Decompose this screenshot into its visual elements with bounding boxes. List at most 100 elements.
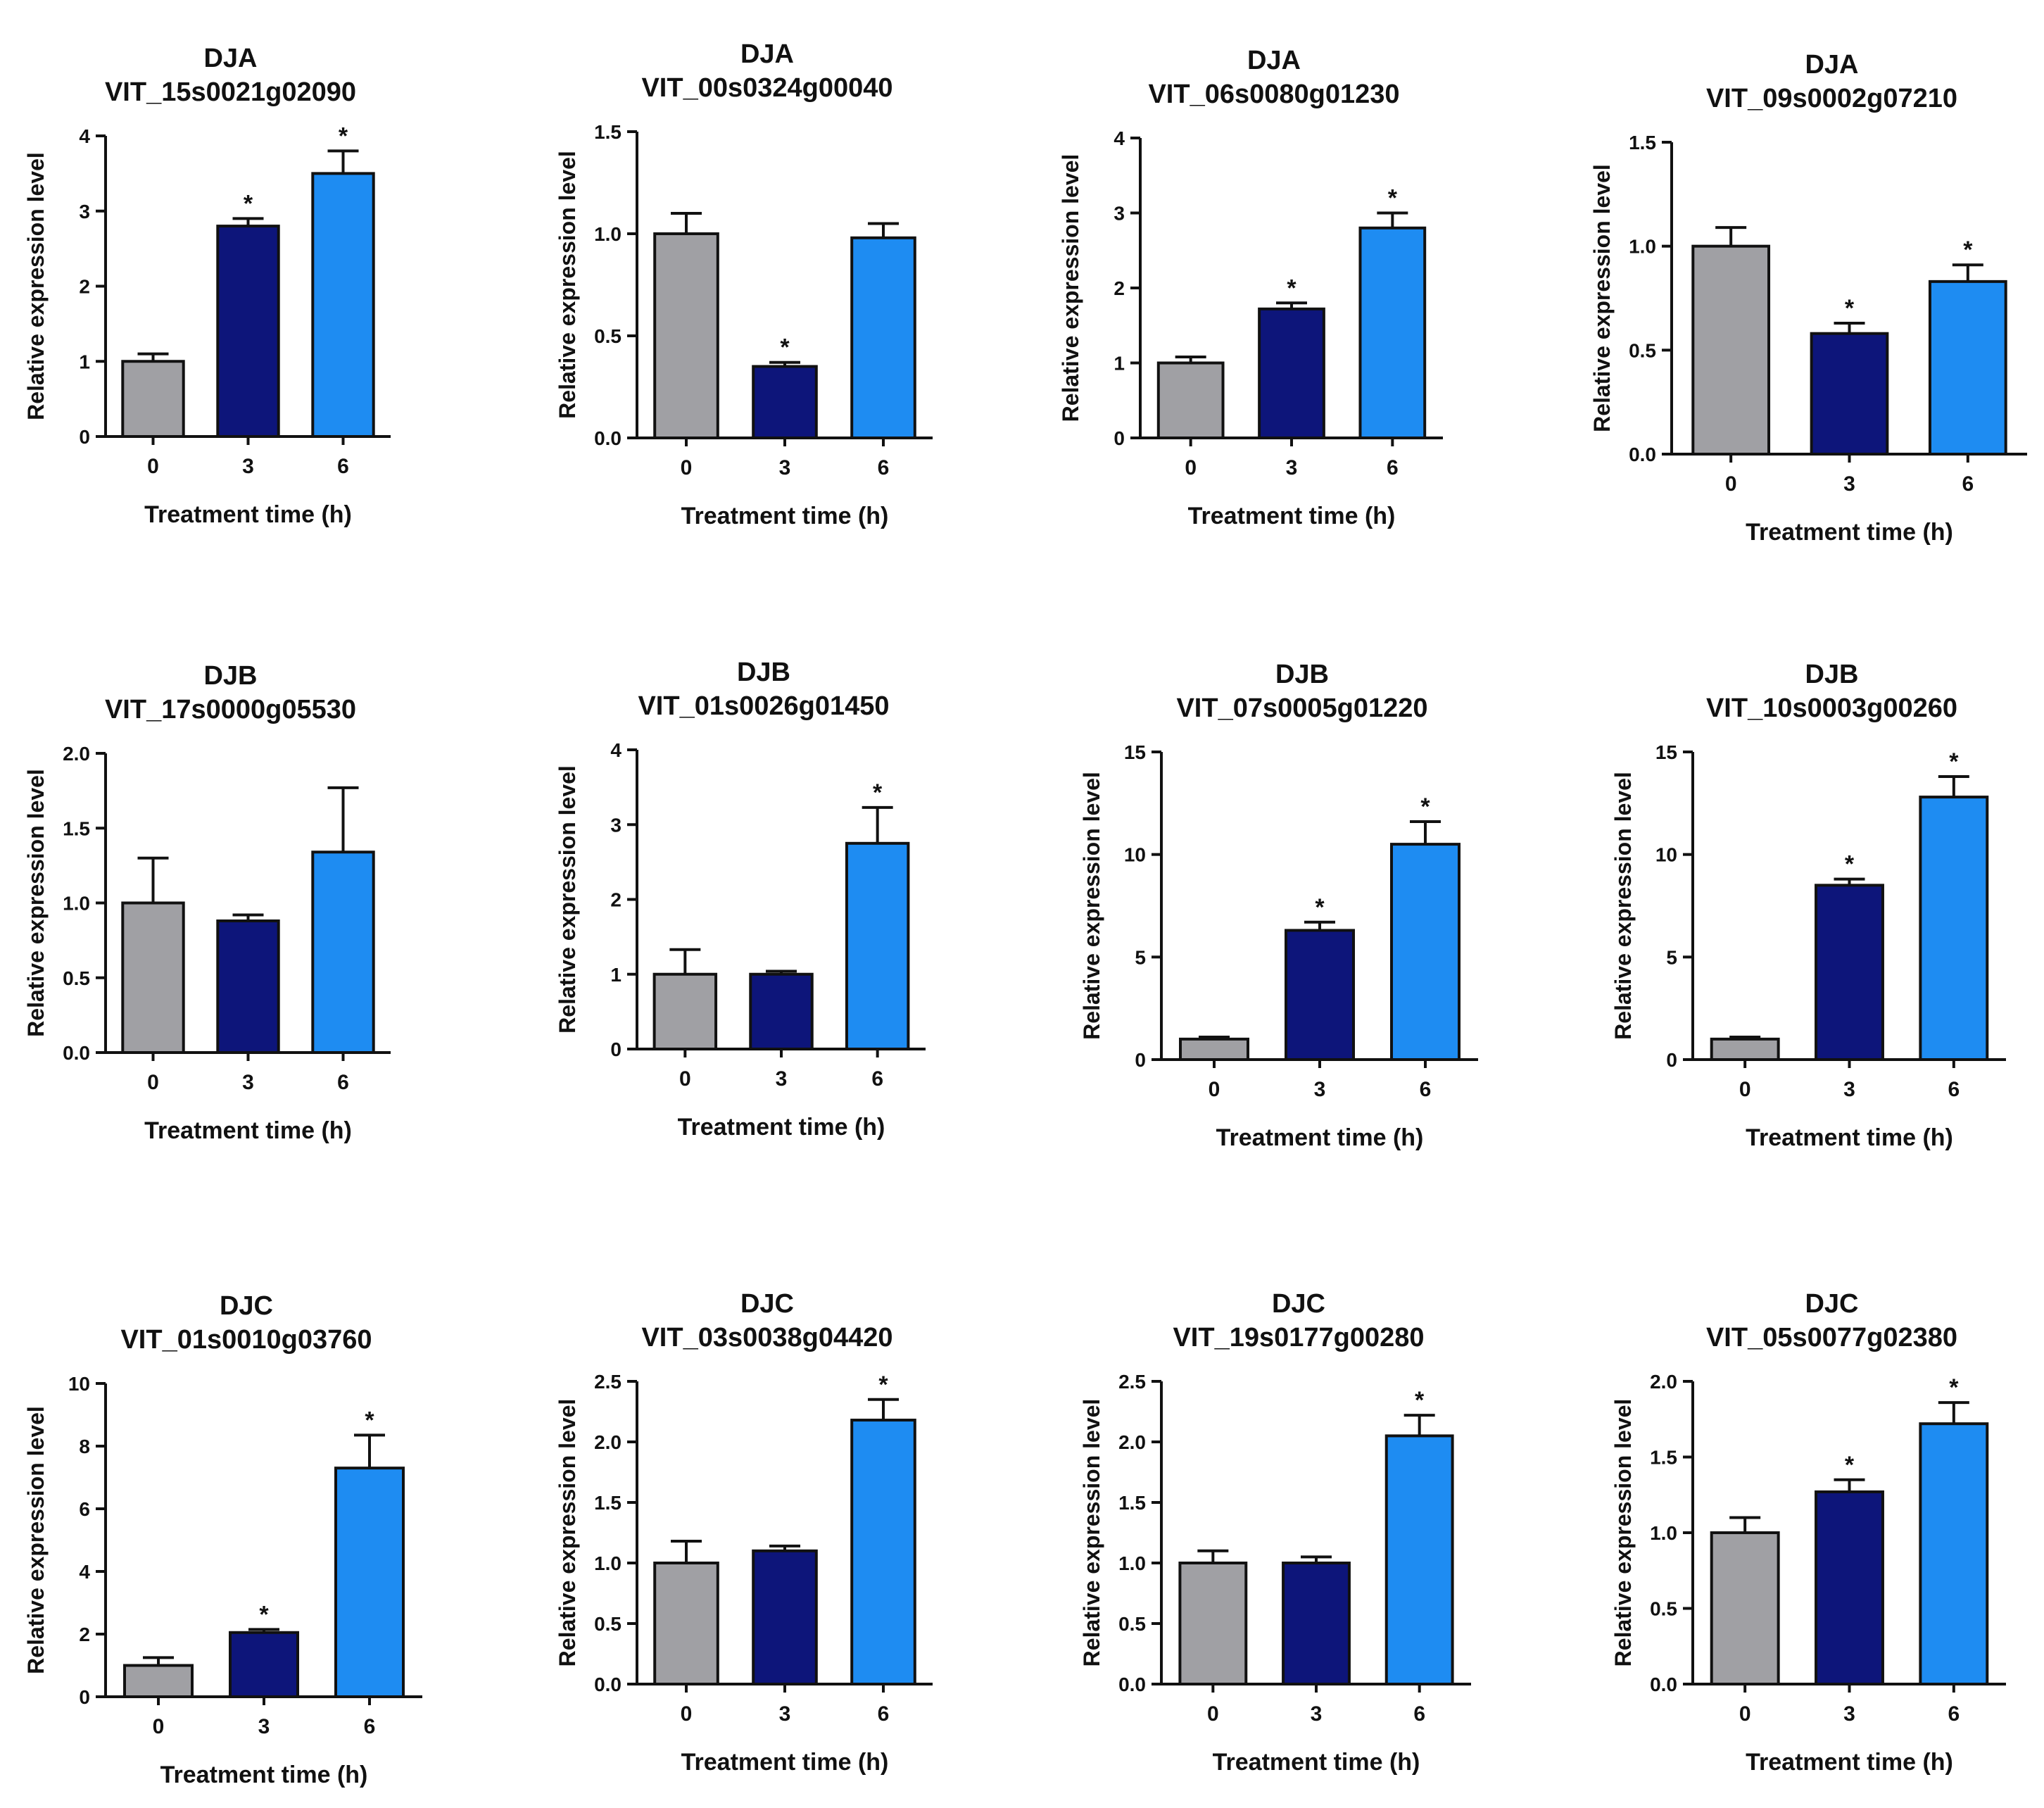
- chart-12: DJC VIT_05s0077g02380 0.0 0.5 1.0 1.5 2.0 0 * 3 * 6…: [1610, 1289, 2006, 1776]
- chart-7-x-axis-title: Treatment time (h): [1216, 1124, 1424, 1151]
- chart-5-x-tick-label: 0: [147, 1071, 159, 1094]
- chart-10-x-tick-label: 0: [681, 1702, 693, 1726]
- chart-3-bar-0h: [1156, 361, 1225, 439]
- chart-10-y-tick-label: 2.0: [594, 1431, 622, 1453]
- chart-7-significance-star: *: [1315, 894, 1325, 921]
- chart-5-family-title: DJB: [203, 661, 257, 691]
- chart-5-x-tick-label: 6: [337, 1071, 349, 1094]
- chart-8-bar-0h: [1710, 1037, 1780, 1062]
- chart-9-significance-star: *: [259, 1601, 269, 1628]
- chart-3-significance-star: *: [1388, 185, 1398, 212]
- chart-7-x-tick-label: 0: [1209, 1078, 1220, 1101]
- chart-9-significance-star: *: [365, 1407, 374, 1433]
- chart-7-significance-star: *: [1420, 793, 1430, 820]
- chart-11-y-tick-label: 2.5: [1118, 1371, 1146, 1393]
- chart-4-significance-star: *: [1845, 295, 1855, 322]
- chart-7-y-axis-title: Relative expression level: [1079, 772, 1104, 1040]
- chart-9-x-tick-label: 3: [258, 1715, 270, 1738]
- chart-9-y-axis-title: Relative expression level: [23, 1406, 49, 1674]
- chart-3-gene-title: VIT_06s0080g01230: [1148, 80, 1399, 109]
- chart-12-x-tick-label: 0: [1739, 1702, 1751, 1726]
- chart-6-gene-title: VIT_01s0026g01450: [638, 691, 889, 721]
- chart-12-bar-6h: [1919, 1422, 1989, 1685]
- chart-3-y-tick-label: 3: [1114, 203, 1125, 225]
- chart-7-family-title: DJB: [1275, 660, 1329, 689]
- chart-6-y-tick-label: 1: [610, 964, 622, 986]
- chart-3-bar-3h: [1258, 307, 1325, 439]
- chart-3-y-tick-label: 0: [1114, 427, 1125, 449]
- chart-1-bar-0h: [121, 360, 185, 438]
- chart-2-x-tick-label: 0: [681, 456, 693, 479]
- chart-4-bar-6h: [1928, 280, 2007, 456]
- chart-10-bar-0h: [653, 1562, 719, 1685]
- chart-1-y-tick-label: 2: [79, 276, 90, 298]
- chart-3-y-tick-label: 4: [1114, 127, 1125, 149]
- chart-3-family-title: DJA: [1247, 46, 1301, 75]
- chart-6-family-title: DJB: [737, 658, 790, 687]
- chart-5-bar-0h: [121, 901, 185, 1054]
- chart-8-y-tick-label: 0: [1666, 1049, 1677, 1071]
- chart-7-x-tick-label: 6: [1420, 1078, 1432, 1101]
- chart-9: DJC VIT_01s0010g03760 0 2 4 6 8 10 0 * 3 * 6 Treatmen…: [23, 1291, 422, 1788]
- chart-5-x-axis-title: Treatment time (h): [144, 1117, 352, 1144]
- chart-12-x-tick-label: 3: [1843, 1702, 1855, 1726]
- chart-8-family-title: DJB: [1805, 660, 1858, 689]
- chart-5-y-tick-label: 1.5: [63, 817, 90, 839]
- chart-8-bar-3h: [1815, 884, 1884, 1062]
- chart-8-y-tick-label: 15: [1655, 741, 1677, 763]
- chart-1-x-tick-label: 6: [337, 455, 349, 478]
- chart-5-y-tick-label: 0.0: [63, 1042, 90, 1064]
- chart-5: DJB VIT_17s0000g05530 0.0 0.5 1.0 1.5 2.0 0 3 6 Tr…: [23, 661, 391, 1144]
- chart-11-x-axis-title: Treatment time (h): [1213, 1749, 1420, 1776]
- chart-1-x-tick-label: 0: [147, 455, 159, 478]
- chart-10-x-tick-label: 3: [779, 1702, 791, 1726]
- chart-2-bar-6h: [850, 236, 916, 439]
- chart-4-significance-star: *: [1963, 237, 1973, 263]
- chart-6-x-axis-title: Treatment time (h): [678, 1114, 885, 1141]
- chart-11-bar-6h: [1384, 1434, 1454, 1686]
- chart-5-bar-6h: [311, 850, 375, 1054]
- chart-1-x-axis-title: Treatment time (h): [144, 501, 352, 528]
- chart-11-y-tick-label: 2.0: [1118, 1431, 1146, 1453]
- chart-2-x-tick-label: 6: [878, 456, 890, 479]
- chart-8-bar-6h: [1919, 796, 1989, 1062]
- chart-10-y-axis-title: Relative expression level: [555, 1399, 580, 1667]
- chart-8-x-tick-label: 6: [1948, 1078, 1960, 1101]
- chart-10-y-tick-label: 1.0: [594, 1552, 622, 1574]
- chart-7: DJB VIT_07s0005g01220 0 5 10 15 0 * 3 * 6 Treatment…: [1079, 660, 1478, 1151]
- chart-7-y-tick-label: 5: [1135, 946, 1146, 968]
- chart-4-y-tick-label: 0.5: [1629, 339, 1656, 361]
- chart-4: DJA VIT_09s0002g07210 0.0 0.5 1.0 1.5 0 * 3 * 6 Tre…: [1589, 50, 2027, 546]
- chart-1-y-axis-title: Relative expression level: [23, 152, 49, 420]
- chart-2-significance-star: *: [780, 334, 790, 361]
- chart-4-x-tick-label: 0: [1725, 472, 1737, 496]
- chart-4-y-tick-label: 0.0: [1629, 444, 1656, 465]
- chart-11-y-tick-label: 1.0: [1118, 1552, 1146, 1574]
- chart-12-family-title: DJC: [1805, 1289, 1858, 1319]
- chart-2-gene-title: VIT_00s0324g00040: [641, 73, 892, 103]
- chart-2-x-axis-title: Treatment time (h): [681, 503, 889, 529]
- chart-12-y-tick-label: 2.0: [1650, 1371, 1677, 1393]
- chart-6: DJB VIT_01s0026g01450 0 1 2 3 4 0 3 * 6 Treatment t…: [555, 658, 926, 1141]
- chart-6-significance-star: *: [873, 779, 883, 806]
- chart-10-x-axis-title: Treatment time (h): [681, 1749, 889, 1776]
- chart-8-y-axis-title: Relative expression level: [1610, 772, 1636, 1040]
- chart-12-y-tick-label: 1.0: [1650, 1522, 1677, 1544]
- chart-11-x-tick-label: 0: [1207, 1702, 1219, 1726]
- chart-9-y-tick-label: 2: [79, 1624, 90, 1645]
- chart-11-gene-title: VIT_19s0177g00280: [1173, 1323, 1424, 1352]
- chart-1-gene-title: VIT_15s0021g02090: [105, 77, 356, 107]
- chart-4-y-axis-title: Relative expression level: [1589, 164, 1615, 432]
- chart-2-bar-0h: [653, 232, 719, 439]
- chart-4-bar-3h: [1810, 332, 1889, 456]
- chart-11-x-tick-label: 6: [1413, 1702, 1425, 1726]
- chart-9-y-tick-label: 10: [68, 1373, 90, 1395]
- chart-6-bar-3h: [749, 972, 814, 1050]
- chart-6-y-tick-label: 4: [610, 739, 622, 761]
- chart-8-y-tick-label: 5: [1666, 946, 1677, 968]
- chart-12-bar-3h: [1815, 1490, 1884, 1685]
- chart-10-x-tick-label: 6: [878, 1702, 890, 1726]
- chart-11: DJC VIT_19s0177g00280 0.0 0.5 1.0 1.5 2.0 2.5 0 3…: [1079, 1289, 1471, 1776]
- chart-10-significance-star: *: [878, 1371, 888, 1398]
- chart-8-significance-star: *: [1949, 748, 1959, 775]
